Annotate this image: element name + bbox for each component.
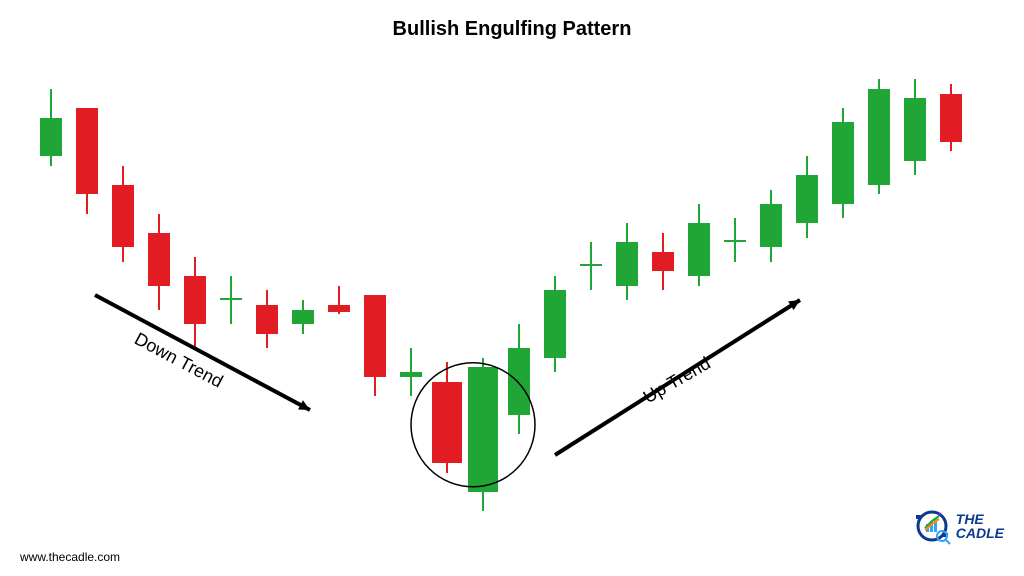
source-url: www.thecadle.com: [20, 550, 120, 564]
up-trend-arrow: [0, 0, 1024, 576]
logo-line2: CADLE: [956, 526, 1004, 540]
logo-line1: THE: [956, 512, 1004, 526]
logo-icon: [912, 506, 952, 546]
logo-text: THE CADLE: [956, 512, 1004, 540]
brand-logo: THE CADLE: [912, 506, 1004, 546]
candlestick-chart: Down TrendUp Trend: [0, 0, 1024, 576]
